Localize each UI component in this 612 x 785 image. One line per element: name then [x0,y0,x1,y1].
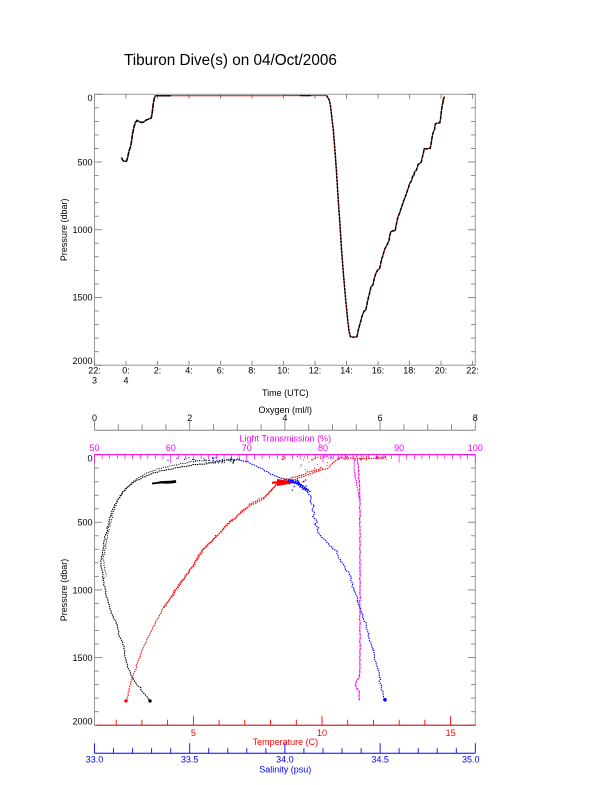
svg-text:70: 70 [242,443,252,453]
svg-text:1000: 1000 [72,585,92,595]
svg-text:Pressure (dbar): Pressure (dbar) [59,559,69,622]
svg-text:8:: 8: [248,366,256,376]
svg-text:Light Transmission (%): Light Transmission (%) [240,433,332,443]
svg-text:50: 50 [89,443,99,453]
svg-text:Salinity (psu): Salinity (psu) [259,764,311,774]
svg-text:22:: 22: [466,366,479,376]
svg-text:Tiburon Dive(s) on 04/Oct/2006: Tiburon Dive(s) on 04/Oct/2006 [124,52,337,69]
svg-text:8: 8 [473,413,478,423]
svg-text:10: 10 [317,728,327,738]
svg-text:500: 500 [77,518,92,528]
svg-text:Time (UTC): Time (UTC) [262,388,309,398]
svg-text:2:: 2: [154,366,162,376]
svg-text:80: 80 [318,443,328,453]
svg-text:5: 5 [191,728,196,738]
svg-text:33.5: 33.5 [181,755,199,765]
svg-text:4:: 4: [185,366,193,376]
svg-text:15: 15 [446,728,456,738]
svg-text:0: 0 [92,413,97,423]
svg-text:4: 4 [282,413,287,423]
svg-text:3: 3 [92,375,97,385]
svg-text:4: 4 [123,375,128,385]
svg-text:6:: 6: [217,366,225,376]
svg-text:0: 0 [87,453,92,463]
svg-text:10:: 10: [277,366,290,376]
svg-text:22:: 22: [88,366,101,376]
svg-text:18:: 18: [403,366,416,376]
svg-text:0: 0 [87,93,92,103]
svg-text:12:: 12: [309,366,322,376]
svg-text:33.0: 33.0 [86,755,104,765]
svg-text:6: 6 [378,413,383,423]
svg-text:35.0: 35.0 [462,755,480,765]
svg-text:Temperature (C): Temperature (C) [253,737,319,747]
svg-text:60: 60 [166,443,176,453]
svg-text:2000: 2000 [72,716,92,726]
svg-text:20:: 20: [435,366,448,376]
svg-text:0:: 0: [122,366,130,376]
svg-text:90: 90 [394,443,404,453]
svg-text:500: 500 [77,157,92,167]
svg-text:16:: 16: [372,366,385,376]
svg-text:1000: 1000 [72,225,92,235]
svg-text:100: 100 [468,443,483,453]
svg-text:Pressure (dbar): Pressure (dbar) [59,199,69,262]
svg-text:2000: 2000 [72,356,92,366]
svg-text:Oxygen (ml/l): Oxygen (ml/l) [259,405,313,415]
svg-text:2: 2 [187,413,192,423]
svg-text:34.0: 34.0 [276,755,294,765]
svg-text:14:: 14: [340,366,353,376]
svg-text:1500: 1500 [72,653,92,663]
svg-text:1500: 1500 [72,293,92,303]
svg-text:34.5: 34.5 [371,755,389,765]
